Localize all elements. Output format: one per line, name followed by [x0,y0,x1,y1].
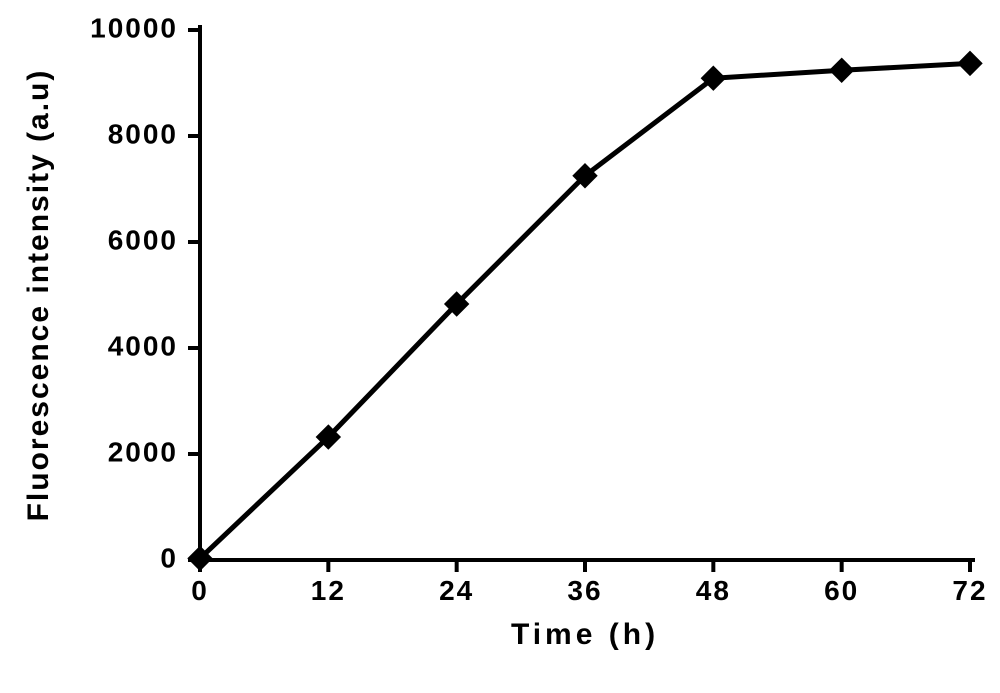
x-tick-label: 60 [824,575,859,606]
x-tick-label: 48 [696,575,731,606]
x-tick-label: 24 [439,575,474,606]
x-tick-label: 72 [952,575,987,606]
y-tick-label: 6000 [108,224,178,255]
y-axis-label: Fluorescence intensity (a.u) [22,69,55,522]
y-tick-label: 2000 [108,436,178,467]
chart-container: 0 2000 4000 6000 8000 10000 0 12 24 36 48 60 72 Fluor… [0,0,1000,693]
y-tick-label: 0 [160,542,178,573]
x-tick-label: 12 [311,575,346,606]
x-tick-label: 0 [191,575,209,606]
y-tick-label: 8000 [108,118,178,149]
line-chart: 0 2000 4000 6000 8000 10000 0 12 24 36 48 60 72 Fluor… [0,0,1000,693]
x-axis-label: Time (h) [511,618,659,651]
y-tick-label: 4000 [108,330,178,361]
x-tick-label: 36 [567,575,602,606]
y-tick-label: 10000 [90,12,178,43]
